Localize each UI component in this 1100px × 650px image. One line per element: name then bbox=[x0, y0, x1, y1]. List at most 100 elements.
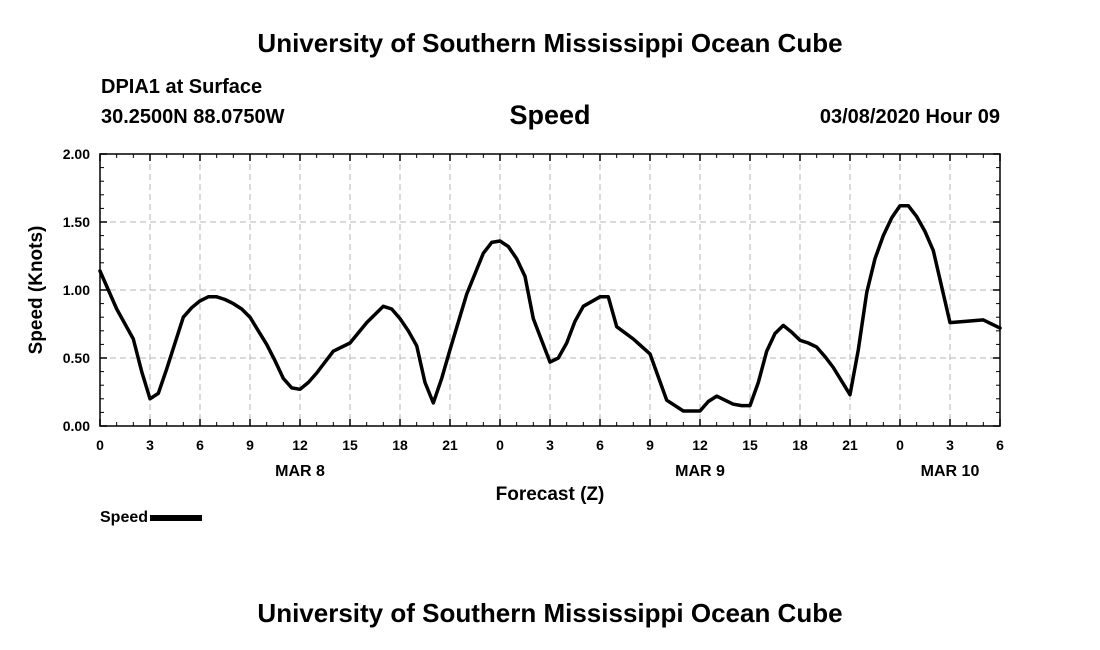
speed-data-point bbox=[282, 377, 285, 380]
x-tick-label: 9 bbox=[646, 437, 654, 453]
speed-data-point bbox=[748, 404, 752, 407]
speed-data-point bbox=[490, 241, 493, 244]
speed-data-point bbox=[615, 325, 618, 328]
x-tick-label: 0 bbox=[496, 437, 504, 453]
x-tick-label: 18 bbox=[792, 437, 808, 453]
speed-data-point bbox=[807, 341, 810, 345]
speed-data-point bbox=[573, 320, 577, 323]
speed-data-point bbox=[948, 321, 952, 324]
chart-title: Speed bbox=[509, 100, 591, 130]
x-tick-label: 15 bbox=[342, 437, 358, 453]
speed-data-point bbox=[523, 275, 527, 278]
y-tick-label: 0.00 bbox=[63, 418, 90, 434]
speed-data-point bbox=[790, 331, 793, 334]
speed-data-point bbox=[198, 299, 202, 303]
speed-data-point bbox=[290, 386, 293, 390]
speed-data-point bbox=[348, 341, 352, 345]
speed-data-point bbox=[848, 393, 852, 396]
speed-data-point bbox=[223, 298, 227, 301]
speed-data-point bbox=[598, 295, 602, 298]
speed-data-point bbox=[765, 350, 768, 353]
speed-data-point bbox=[732, 403, 735, 406]
speed-data-point bbox=[582, 305, 585, 308]
speed-data-point bbox=[998, 326, 1002, 330]
speed-data-point bbox=[423, 381, 427, 384]
station-coordinates: 30.2500N 88.0750W bbox=[101, 106, 285, 128]
speed-data-point bbox=[565, 341, 568, 345]
x-tick-label: 6 bbox=[996, 437, 1004, 453]
series bbox=[98, 203, 1002, 413]
y-axis-label: Speed (Knots) bbox=[26, 226, 47, 355]
speed-data-point bbox=[132, 337, 135, 341]
speed-data-point bbox=[698, 409, 702, 413]
speed-data-point bbox=[823, 355, 827, 358]
speed-data-point bbox=[415, 344, 418, 347]
x-tick-label: 0 bbox=[96, 437, 104, 453]
speed-data-point bbox=[207, 295, 210, 298]
speed-data-point bbox=[232, 302, 235, 305]
speed-data-point bbox=[832, 366, 835, 369]
speed-data-point bbox=[632, 337, 635, 341]
speed-data-point bbox=[482, 252, 485, 255]
speed-data-point bbox=[190, 306, 193, 309]
speed-series-line bbox=[98, 203, 1002, 413]
speed-data-point bbox=[298, 388, 302, 391]
speed-data-point bbox=[365, 321, 368, 324]
speed-data-point bbox=[757, 381, 760, 384]
speed-data-point bbox=[898, 204, 902, 207]
x-tick-label: 6 bbox=[196, 437, 204, 453]
speed-data-point bbox=[982, 318, 985, 322]
speed-data-point bbox=[398, 317, 402, 320]
x-tick-label: 3 bbox=[546, 437, 554, 453]
speed-data-point bbox=[240, 307, 243, 311]
speed-data-point bbox=[182, 316, 185, 319]
x-tick-label: 12 bbox=[292, 437, 308, 453]
axes: 0 3 6 9 12 15 18 21 0 3 6 9 12 15 18 21 0 3 6 0.00 0.50 1.00 1… bbox=[63, 146, 1004, 480]
speed-data-point bbox=[440, 377, 443, 380]
x-axis-label: Forecast (Z) bbox=[496, 484, 605, 505]
speed-data-point bbox=[965, 320, 968, 323]
speed-data-point bbox=[165, 367, 168, 371]
y-tick-label: 1.00 bbox=[63, 282, 90, 298]
speed-data-point bbox=[382, 305, 385, 308]
speed-data-point bbox=[707, 400, 710, 403]
grid bbox=[100, 154, 1000, 426]
x-tick-label: 12 bbox=[692, 437, 708, 453]
speed-data-point bbox=[932, 249, 935, 252]
date-label: MAR 9 bbox=[675, 463, 725, 480]
speed-data-point bbox=[273, 359, 277, 362]
speed-data-point bbox=[865, 291, 868, 294]
speed-data-point bbox=[140, 370, 143, 373]
x-tick-label: 6 bbox=[596, 437, 604, 453]
speed-data-point bbox=[432, 401, 435, 405]
speed-data-point bbox=[548, 360, 552, 364]
speed-data-point bbox=[648, 352, 652, 356]
speed-data-point bbox=[115, 307, 118, 311]
x-tick-label: 9 bbox=[246, 437, 254, 453]
speed-data-point bbox=[715, 394, 718, 398]
speed-data-point bbox=[798, 339, 802, 342]
speed-data-point bbox=[307, 381, 310, 384]
speed-data-point bbox=[407, 329, 410, 332]
legend-swatch bbox=[150, 515, 203, 521]
speed-data-point bbox=[532, 317, 535, 320]
speed-data-point bbox=[390, 307, 393, 311]
speed-data-point bbox=[507, 245, 510, 248]
x-tick-label: 21 bbox=[442, 437, 458, 453]
speed-data-point bbox=[782, 324, 785, 327]
speed-data-point bbox=[98, 269, 102, 273]
speed-data-point bbox=[682, 409, 685, 413]
speed-data-point bbox=[557, 356, 560, 360]
speed-data-point bbox=[923, 230, 927, 233]
forecast-datetime: 03/08/2020 Hour 09 bbox=[819, 106, 1000, 128]
speed-data-point bbox=[607, 295, 610, 298]
station-label: DPIA1 at Surface bbox=[101, 76, 263, 98]
speed-data-point bbox=[515, 257, 518, 260]
date-label: MAR 8 bbox=[275, 463, 325, 480]
speed-data-point bbox=[257, 329, 260, 332]
speed-data-point bbox=[148, 397, 152, 400]
speed-data-point bbox=[465, 292, 468, 296]
legend-label: Speed bbox=[100, 509, 149, 526]
speed-data-point bbox=[907, 204, 910, 207]
speed-data-point bbox=[915, 215, 918, 218]
